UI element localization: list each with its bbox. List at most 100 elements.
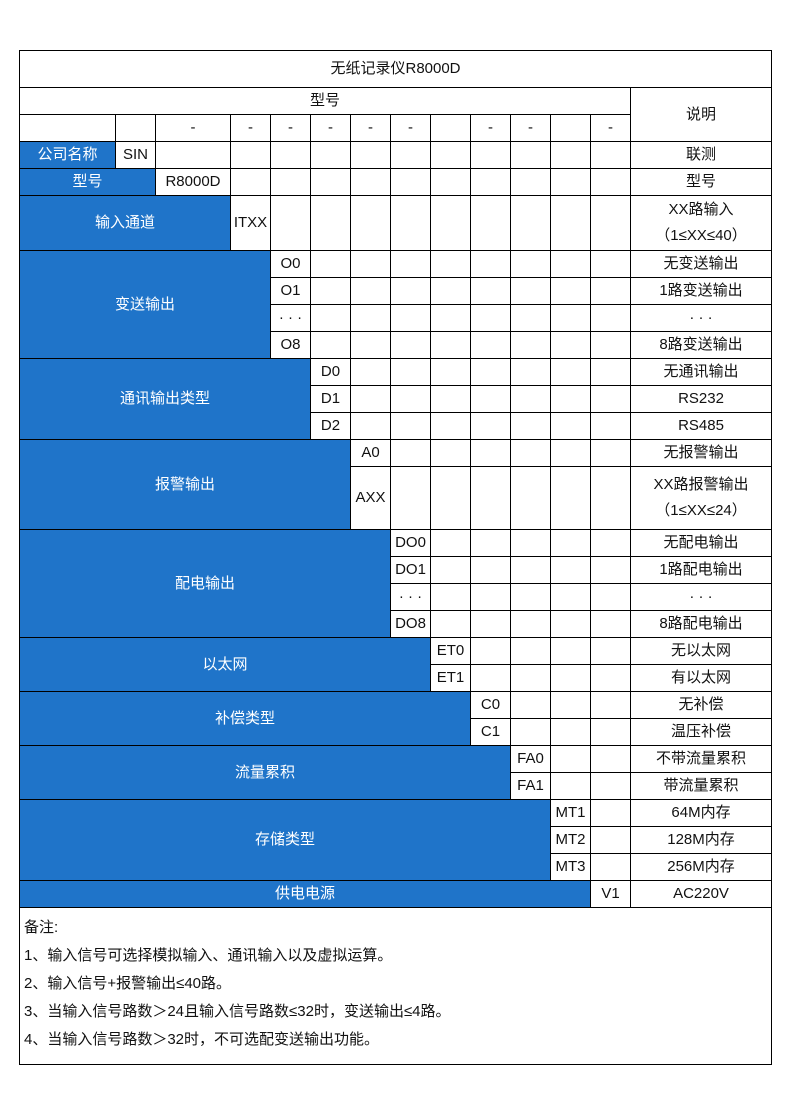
note-line: 2、输入信号+报警输出≤40路。 xyxy=(24,975,232,992)
empty-cell xyxy=(390,168,431,196)
empty-cell xyxy=(430,583,471,611)
group-label: 输入通道 xyxy=(19,195,231,251)
empty-cell xyxy=(550,385,591,413)
empty-cell xyxy=(270,195,311,251)
company-label: 公司名称 xyxy=(19,141,116,169)
empty-cell xyxy=(470,141,511,169)
code-position-6: - xyxy=(350,114,391,142)
code-position-1 xyxy=(115,114,156,142)
empty-cell xyxy=(230,141,271,169)
empty-cell xyxy=(310,141,351,169)
note-line: 4、当输入信号路数＞32时，不可选配变送输出功能。 xyxy=(24,1031,380,1048)
option-row: 存储类型 MT1 64M内存 xyxy=(19,799,773,881)
empty-cell xyxy=(310,168,351,196)
description-line: 温压补偿 xyxy=(671,723,732,740)
description-line: 无以太网 xyxy=(671,642,732,659)
code-position-8 xyxy=(430,114,471,142)
option-row: FA1 带流量累积 xyxy=(20,772,773,800)
empty-cell xyxy=(470,610,511,638)
group-label: 以太网 xyxy=(19,637,431,692)
option-row: 配电输出 DO0 无配电输出 xyxy=(19,529,773,638)
empty-cell xyxy=(510,691,551,719)
empty-cell xyxy=(350,277,391,305)
description-line: 无报警输出 xyxy=(663,444,739,461)
option-code: O0 xyxy=(270,250,311,278)
empty-cell xyxy=(430,385,471,413)
empty-cell xyxy=(430,331,471,359)
empty-cell xyxy=(470,250,511,278)
code-position-10: - xyxy=(510,114,551,142)
empty-cell xyxy=(310,277,351,305)
empty-cell xyxy=(350,412,391,440)
empty-cell xyxy=(550,529,591,557)
description-line: （1≤XX≤40） xyxy=(655,227,747,244)
option-code: A0 xyxy=(350,439,391,467)
option-description: XX路输入 （1≤XX≤40） xyxy=(629,195,773,251)
empty-cell xyxy=(510,358,551,386)
empty-cell xyxy=(550,772,591,800)
empty-cell xyxy=(270,168,311,196)
empty-cell xyxy=(230,168,271,196)
option-description: 不带流量累积 xyxy=(629,745,773,773)
model-code: R8000D xyxy=(155,168,231,196)
option-description: 64M内存 xyxy=(629,799,773,827)
table-title: 无纸记录仪R8000D xyxy=(18,50,773,88)
empty-cell xyxy=(350,385,391,413)
empty-cell xyxy=(550,250,591,278)
empty-cell xyxy=(470,331,511,359)
empty-cell xyxy=(390,412,431,440)
note-line: 3、当输入信号路数＞24且输入信号路数≤32时，变送输出≤4路。 xyxy=(24,1003,451,1020)
empty-cell xyxy=(350,141,391,169)
title-row: 无纸记录仪R8000D xyxy=(18,50,773,88)
empty-cell xyxy=(510,385,551,413)
empty-cell xyxy=(430,529,471,557)
empty-cell xyxy=(470,583,511,611)
empty-cell xyxy=(390,195,431,251)
code-position-9: - xyxy=(470,114,511,142)
description-line: 无变送输出 xyxy=(663,255,739,272)
description-line: 无补偿 xyxy=(678,696,724,713)
empty-cell xyxy=(510,277,551,305)
notes-row: 备注: 1、输入信号可选择模拟输入、通讯输入以及虚拟运算。 2、输入信号+报警输出≤… xyxy=(18,907,773,1065)
code-position-11 xyxy=(550,114,591,142)
empty-cell xyxy=(550,412,591,440)
empty-cell xyxy=(510,466,551,530)
empty-cell xyxy=(390,277,431,305)
option-description: RS485 xyxy=(629,412,773,440)
description-line: 带流量累积 xyxy=(663,777,739,794)
empty-cell xyxy=(510,664,551,692)
option-code: D0 xyxy=(310,358,351,386)
empty-cell xyxy=(430,466,471,530)
empty-cell xyxy=(590,466,631,530)
description-line: 无通讯输出 xyxy=(663,363,739,380)
empty-cell xyxy=(590,195,631,251)
option-description: 8路配电输出 xyxy=(629,610,773,638)
empty-cell xyxy=(550,691,591,719)
empty-cell xyxy=(510,195,551,251)
empty-cell xyxy=(590,141,631,169)
empty-cell xyxy=(270,141,311,169)
empty-cell xyxy=(390,331,431,359)
option-description: 1路变送输出 xyxy=(629,277,773,305)
option-code: V1 xyxy=(590,880,631,908)
option-description: 无变送输出 xyxy=(629,250,773,278)
note-line: 1、输入信号可选择模拟输入、通讯输入以及虚拟运算。 xyxy=(24,947,393,964)
option-code: O8 xyxy=(270,331,311,359)
option-row: 变送输出 O0 无变送输出 xyxy=(19,250,773,359)
description-line: XX路报警输出 xyxy=(653,476,749,493)
empty-cell xyxy=(470,412,511,440)
code-position-7: - xyxy=(390,114,431,142)
option-code: C0 xyxy=(470,691,511,719)
empty-cell xyxy=(510,141,551,169)
option-description: 256M内存 xyxy=(629,853,773,881)
option-code: ITXX xyxy=(230,195,271,251)
empty-cell xyxy=(390,439,431,467)
empty-cell xyxy=(430,141,471,169)
empty-cell xyxy=(590,304,631,332)
option-row: O8 8路变送输出 xyxy=(20,331,773,359)
description-line: 有以太网 xyxy=(671,669,732,686)
empty-cell xyxy=(550,745,591,773)
description-header: 说明 xyxy=(629,87,773,142)
empty-cell xyxy=(590,610,631,638)
option-code: ET0 xyxy=(430,637,471,665)
